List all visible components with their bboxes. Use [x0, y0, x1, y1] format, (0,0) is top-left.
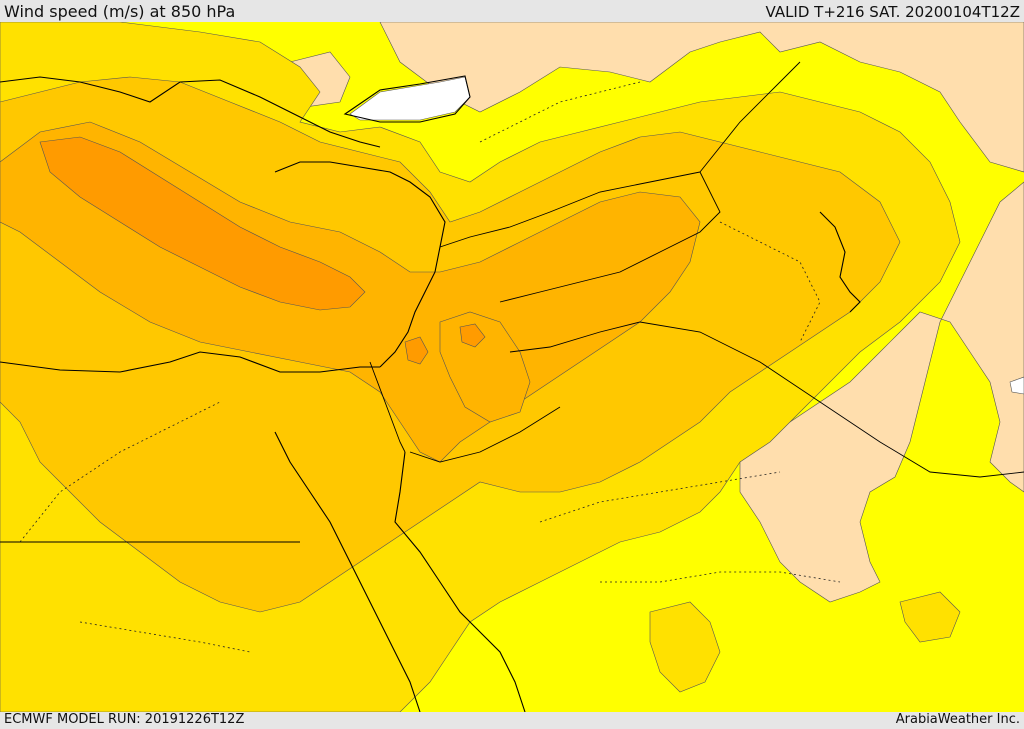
valid-time-label: VALID T+216 SAT. 20200104T12Z [765, 3, 1020, 21]
very-strong-wind-spot-2 [459, 323, 486, 348]
very-strong-wind-core [39, 136, 366, 311]
header-bar: Wind speed (m/s) at 850 hPa VALID T+216 … [0, 0, 1024, 22]
dotted-boundary-5 [600, 571, 841, 583]
calm-region-east-edge [1009, 376, 1024, 395]
sinai-border [369, 361, 406, 453]
credit-label: ArabiaWeather Inc. [895, 712, 1020, 727]
map-title: Wind speed (m/s) at 850 hPa [4, 2, 236, 21]
coastlines [0, 75, 861, 712]
dotted-boundary-4 [539, 471, 781, 523]
anatolia-south-coast [274, 161, 446, 248]
very-low-wind-region-east [739, 181, 1024, 603]
moderate-wind-patch-south [649, 601, 721, 693]
map-canvas [0, 22, 1024, 712]
country-borders [0, 61, 1024, 543]
red-sea-west-coast [274, 431, 421, 712]
jordan-saudi-border [509, 321, 1024, 478]
levant-coast [379, 246, 441, 368]
mediterranean-coast-north [0, 76, 381, 148]
internal-boundaries [19, 81, 841, 653]
model-run-label: ECMWF MODEL RUN: 20191226T12Z [4, 712, 245, 727]
very-low-wind-region-north [379, 22, 1024, 173]
iran-iraq-border [699, 61, 801, 173]
wind-speed-map [0, 22, 1024, 712]
very-strong-wind-spot [404, 336, 429, 365]
dotted-boundary-6 [79, 621, 251, 653]
saudi-jordan-border-south [409, 406, 561, 463]
iraq-border [499, 171, 721, 303]
egypt-libya-coast [0, 351, 380, 373]
moderate-wind-patch-southeast [899, 591, 961, 643]
gulf-coast [819, 211, 861, 313]
dotted-boundary-3 [19, 401, 221, 543]
footer-bar: ECMWF MODEL RUN: 20191226T12Z ArabiaWeat… [0, 712, 1024, 729]
caspian-coast [343, 75, 471, 123]
red-sea-east-coast [394, 451, 526, 712]
turkey-syria-border [439, 171, 701, 248]
